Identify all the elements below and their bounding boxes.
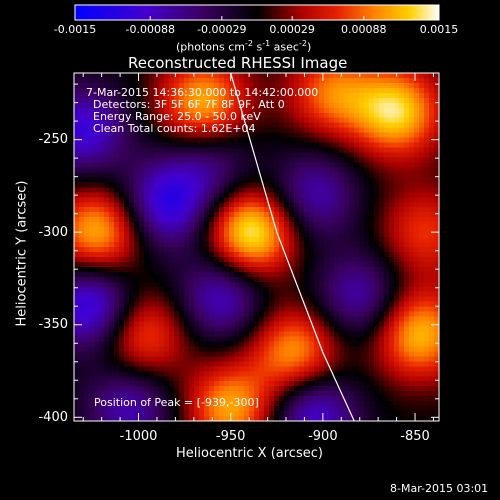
footer-timestamp: 8-Mar-2015 03:01	[390, 482, 489, 495]
colorbar-ticks	[74, 16, 440, 20]
colorbar-tick-label: 0.00029	[269, 23, 315, 36]
x-axis-label: Heliocentric X (arcsec)	[176, 446, 323, 461]
y-tick-label: -250	[38, 132, 68, 148]
y-tick-label: -300	[38, 224, 68, 240]
annotation-time-range: 7-Mar-2015 14:36:30.000 to 14:42:00.000	[86, 86, 319, 99]
heatmap-image	[74, 73, 439, 421]
colorbar-tick-label: -0.00088	[125, 23, 175, 36]
y-tick-label: -400	[38, 409, 68, 425]
annotation-counts: Clean Total counts: 1.62E+04	[93, 122, 256, 135]
x-tick-label: -1000	[119, 429, 158, 444]
colorbar-tick-label: 0.00088	[341, 23, 387, 36]
colorbar-tick-label: 0.0015	[419, 23, 459, 36]
frame-ticks	[74, 73, 439, 421]
y-tick-label: -350	[38, 317, 68, 333]
annotation-peak-position: Position of Peak = [-939,-300]	[94, 396, 259, 409]
colorbar-gradient	[75, 5, 439, 20]
colorbar-tick-label: -0.0015	[53, 23, 97, 36]
plot-frame	[73, 72, 440, 422]
x-tick-label: -850	[400, 429, 430, 444]
colorbar-unit-label: (photons cm-2 s-1 asec-2)	[176, 39, 312, 54]
y-axis-label: Heliocentric Y (arcsec)	[14, 180, 30, 327]
solar-limb-curve	[230, 72, 355, 422]
x-tick-label: -900	[308, 429, 338, 444]
chart-title: Reconstructed RHESSI Image	[128, 54, 348, 72]
annotation-energy-range: Energy Range: 25.0 - 50.0 keV	[93, 110, 261, 123]
colorbar-frame	[74, 4, 440, 21]
annotation-detectors: Detectors: 3F 5F 6F 7F 8F 9F, Att 0	[93, 98, 285, 111]
x-tick-label: -950	[215, 429, 246, 444]
colorbar-tick-label: -0.00029	[197, 23, 247, 36]
